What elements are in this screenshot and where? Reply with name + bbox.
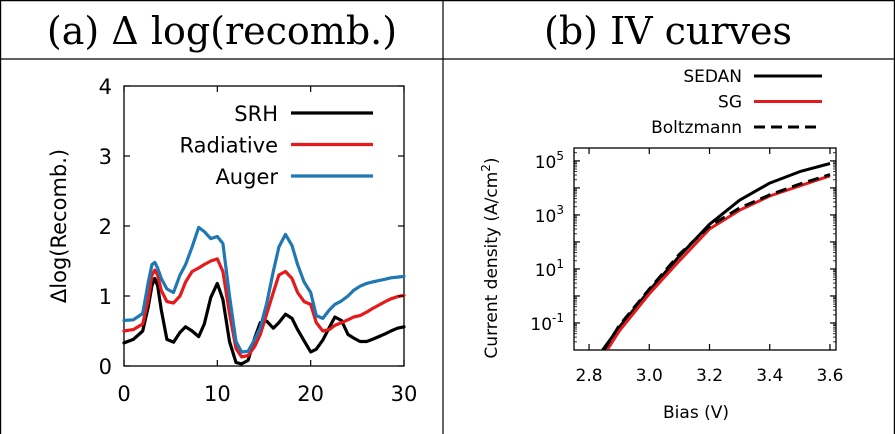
y-tick-label: 101 xyxy=(535,257,564,281)
y-tick-label: 0 xyxy=(99,355,112,379)
panel-a-chart: 0 10 20 30 0 1 2 3 4 SRH Radiative Auger Δlog(Reco… xyxy=(47,75,417,406)
legend-label-auger: Auger xyxy=(215,165,278,189)
panel-b-header: (b) IV curves xyxy=(544,9,792,53)
series-line-radiative xyxy=(122,257,406,359)
panel-b-series xyxy=(601,162,831,350)
y-tick-base: 10 xyxy=(535,207,557,227)
y-label-text-end: ) xyxy=(482,157,502,164)
y-tick-base: 10 xyxy=(535,261,557,281)
panel-a-legend: SRH Radiative Auger xyxy=(180,102,373,189)
legend-label-boltzmann: Boltzmann xyxy=(651,118,742,138)
y-tick-label: 105 xyxy=(535,149,564,173)
panel-b-y-axis-label: Current density (A/cm2) xyxy=(479,157,502,358)
y-tick-label: 2 xyxy=(99,215,112,239)
series-line-auger xyxy=(122,225,406,354)
x-tick-label: 20 xyxy=(297,382,324,406)
panel-b-axes xyxy=(573,147,837,351)
x-tick-label: 30 xyxy=(391,382,418,406)
series-line-sedan xyxy=(601,162,831,350)
x-tick-label: 10 xyxy=(204,382,231,406)
y-tick-label: 1 xyxy=(99,285,112,309)
x-tick-label: 2.8 xyxy=(576,366,603,386)
y-label-text: Current density (A/cm xyxy=(482,172,502,359)
x-tick-label: 3.2 xyxy=(696,366,723,386)
legend-label-sg: SG xyxy=(718,93,742,113)
y-tick-exponent: 3 xyxy=(556,203,564,217)
y-tick-base: 10 xyxy=(535,153,557,173)
y-tick-base: 10 xyxy=(530,315,552,335)
y-tick-label: 3 xyxy=(99,145,112,169)
series-line-sg xyxy=(605,174,831,350)
y-tick-label: 4 xyxy=(99,75,112,99)
x-tick-label: 3.4 xyxy=(756,366,783,386)
series-line-boltzmann xyxy=(602,173,831,350)
y-tick-label: 10-1 xyxy=(530,311,564,335)
legend-label-radiative: Radiative xyxy=(180,134,278,158)
legend-label-srh: SRH xyxy=(234,102,278,126)
y-label-superscript: 2 xyxy=(479,164,493,172)
panel-b-x-axis-label: Bias (V) xyxy=(663,403,729,423)
y-tick-exponent: -1 xyxy=(552,311,564,325)
panel-b-legend: SEDAN SG Boltzmann xyxy=(651,67,822,138)
legend-label-sedan: SEDAN xyxy=(683,67,742,87)
y-tick-exponent: 5 xyxy=(556,149,564,163)
x-tick-label: 3.6 xyxy=(816,366,843,386)
x-tick-label: 0 xyxy=(117,382,130,406)
panel-b-plot-border xyxy=(573,147,837,351)
x-tick-label: 3.0 xyxy=(636,366,663,386)
y-tick-label: 103 xyxy=(535,203,564,227)
panel-a-y-axis-label: Δlog(Recomb.) xyxy=(47,149,71,303)
panel-a-ticks: 0 10 20 30 0 1 2 3 4 xyxy=(99,75,418,406)
panel-a-header: (a) Δ log(recomb.) xyxy=(47,9,397,53)
y-tick-exponent: 1 xyxy=(556,257,564,271)
panel-a-series xyxy=(122,225,406,366)
